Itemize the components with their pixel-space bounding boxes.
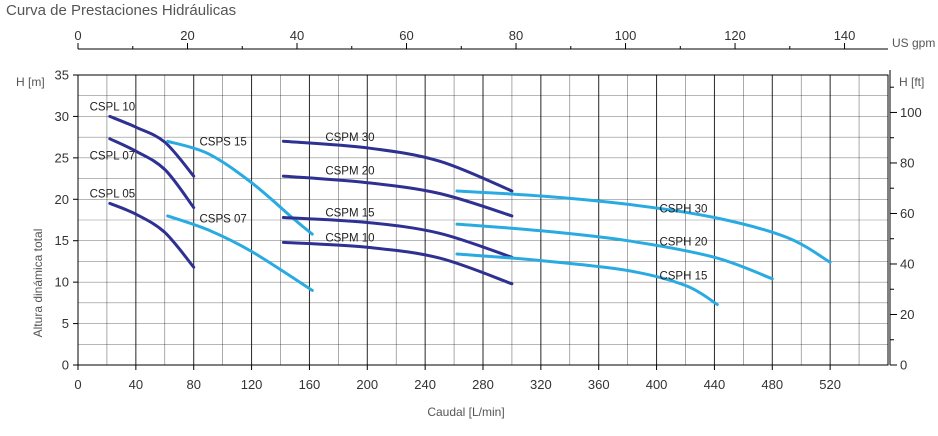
right-tick-label: 80	[900, 155, 914, 170]
curve-csph-20	[455, 222, 774, 281]
x-tick-label: 80	[186, 377, 200, 392]
left-axis-unit: H [m]	[16, 75, 45, 89]
curve-cspm-10	[281, 240, 514, 286]
x-tick-label: 120	[241, 377, 263, 392]
y-tick-label: 20	[55, 192, 69, 207]
label-csph-15: CSPH 15	[659, 271, 707, 283]
y-tick-label: 25	[55, 150, 69, 165]
y-tick-label: 0	[62, 358, 69, 373]
label-csps-15: CSPS 15	[200, 136, 247, 148]
curve-labels: CSPL 10 CSPL 07 CSPL 05 CSPS 15 CSPS 07 CSPM …	[90, 101, 708, 282]
curve-cspl-10	[108, 114, 196, 178]
right-tick-label: 40	[900, 256, 914, 271]
right-tick-label: 0	[900, 358, 907, 373]
right-tick-label: 20	[900, 307, 914, 322]
chart-title: Curva de Prestaciones Hidráulicas	[6, 2, 237, 19]
curve-cspm-15	[281, 216, 514, 259]
y-tick-label: 10	[55, 275, 69, 290]
curve-csps-07	[166, 214, 314, 292]
x-tick-label: 480	[761, 377, 783, 392]
y-tick-label: 15	[55, 233, 69, 248]
curves	[108, 114, 832, 306]
x-tick-label: 440	[704, 377, 726, 392]
curve-csph-30	[455, 189, 832, 264]
x-tick-label: 520	[819, 377, 841, 392]
x-tick-label: 360	[588, 377, 610, 392]
y-tick-label: 30	[55, 109, 69, 124]
label-cspm-20: CSPM 20	[325, 165, 374, 177]
x-tick-label: 400	[646, 377, 668, 392]
y-tick-label: 5	[62, 316, 69, 331]
label-csph-20: CSPH 20	[659, 237, 707, 249]
label-cspm-15: CSPM 15	[325, 208, 374, 220]
right-tick-label: 60	[900, 206, 914, 221]
label-cspm-10: CSPM 10	[325, 232, 374, 244]
x-tick-label: 200	[356, 377, 378, 392]
curve-cspm-20	[281, 174, 514, 218]
top-tick-label: 0	[74, 28, 81, 43]
axes: 0 40 80 120 160 200 240 280 320 360 400 440 480 52005…	[16, 28, 935, 419]
x-tick-label: 40	[129, 377, 143, 392]
top-tick-label: 100	[615, 28, 637, 43]
label-cspl-07: CSPL 07	[90, 150, 136, 162]
top-tick-label: 120	[724, 28, 746, 43]
top-tick-label: 40	[290, 28, 304, 43]
top-tick-label: 20	[180, 28, 194, 43]
curve-csps-15	[166, 139, 314, 236]
top-axis-unit: US gpm	[892, 36, 935, 50]
x-tick-label: 280	[472, 377, 494, 392]
curve-cspl-05	[108, 201, 196, 269]
x-tick-label: 240	[414, 377, 436, 392]
label-csps-07: CSPS 07	[200, 213, 247, 225]
x-tick-label: 0	[74, 377, 81, 392]
x-axis-title: Caudal [L/min]	[427, 405, 504, 419]
top-tick-label: 60	[399, 28, 413, 43]
label-csph-30: CSPH 30	[659, 203, 707, 215]
y-axis-title: Altura dinámica total	[31, 229, 45, 338]
y-tick-label: 35	[55, 68, 69, 83]
curve-cspl-07	[108, 137, 196, 210]
x-tick-label: 320	[530, 377, 552, 392]
label-cspm-30: CSPM 30	[325, 132, 374, 144]
right-axis-unit: H [ft]	[899, 75, 924, 89]
top-tick-label: 80	[509, 28, 523, 43]
label-cspl-05: CSPL 05	[90, 188, 136, 200]
x-tick-label: 160	[299, 377, 321, 392]
right-tick-label: 100	[900, 105, 922, 120]
top-tick-label: 140	[834, 28, 856, 43]
label-cspl-10: CSPL 10	[90, 101, 136, 113]
curve-cspm-30	[281, 139, 514, 193]
curve-csph-15	[455, 252, 719, 306]
